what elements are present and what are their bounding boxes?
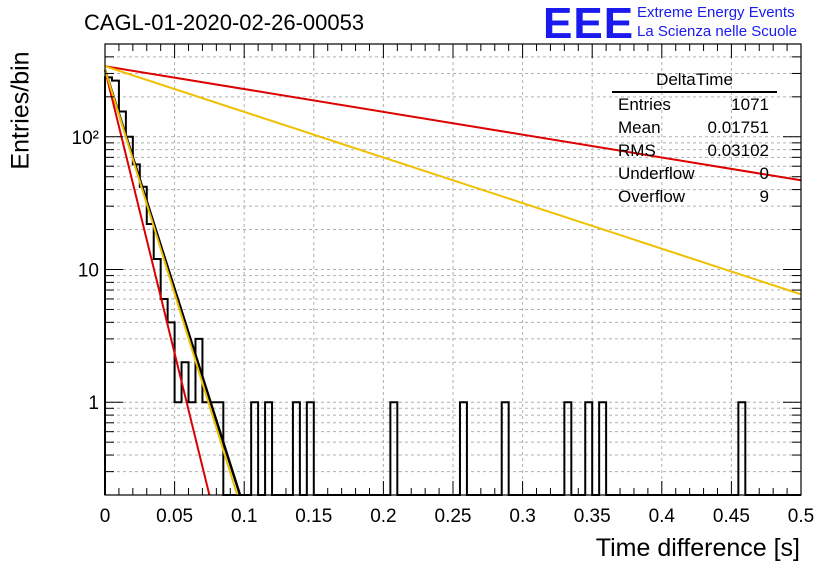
x-tick-label: 0.25 [435, 506, 472, 527]
curve-yellow-steep [104, 69, 239, 496]
eee-logo: EEE [543, 0, 635, 48]
stats-title: DeltaTime [612, 70, 777, 93]
x-tick-label: 0.4 [649, 506, 676, 527]
y-tick-label: 10² [72, 128, 99, 149]
stats-value: 0.01751 [707, 118, 769, 137]
org-name-line2: La Scienza nelle Scuole [637, 23, 798, 40]
x-tick-label: 0.45 [713, 506, 750, 527]
stats-label: Entries [618, 95, 671, 114]
x-tick-label: 0.05 [156, 506, 193, 527]
y-tick-label: 1 [88, 393, 99, 414]
curve-yellow-slow [104, 65, 802, 296]
org-name-line1: Extreme Energy Events [637, 4, 795, 21]
x-tick-label: 0 [100, 506, 111, 527]
stats-row-overflow: Overflow 9 [612, 185, 777, 208]
stats-label: Underflow [618, 164, 695, 183]
y-axis-label: Entries/bin [6, 51, 35, 170]
stats-label: Overflow [618, 187, 686, 206]
stats-row-rms: RMS 0.03102 [612, 139, 777, 162]
x-tick-label: 0.5 [788, 506, 814, 527]
curve-red-steep [104, 69, 211, 496]
x-axis-label: Time difference [s] [595, 534, 800, 562]
stats-label: RMS [618, 141, 656, 160]
stats-value: 1071 [731, 95, 769, 114]
stats-value: 9 [759, 187, 769, 206]
x-tick-label: 0.1 [231, 506, 257, 527]
stats-row-mean: Mean 0.01751 [612, 116, 777, 139]
chart-title: CAGL-01-2020-02-26-00053 [84, 10, 365, 35]
x-tick-label: 0.35 [574, 506, 611, 527]
x-tick-label: 0.2 [370, 506, 396, 527]
stats-label: Mean [618, 118, 661, 137]
y-tick-label: 10 [78, 261, 99, 282]
curve-red-slow [104, 65, 802, 182]
x-tick-label: 0.3 [509, 506, 535, 527]
stats-row-entries: Entries 1071 [612, 93, 777, 116]
stats-row-underflow: Underflow 0 [612, 162, 777, 185]
stats-box: DeltaTime Entries 1071 Mean 0.01751 RMS … [612, 70, 777, 208]
stats-value: 0 [759, 164, 769, 183]
stats-value: 0.03102 [707, 141, 769, 160]
x-tick-label: 0.15 [295, 506, 332, 527]
